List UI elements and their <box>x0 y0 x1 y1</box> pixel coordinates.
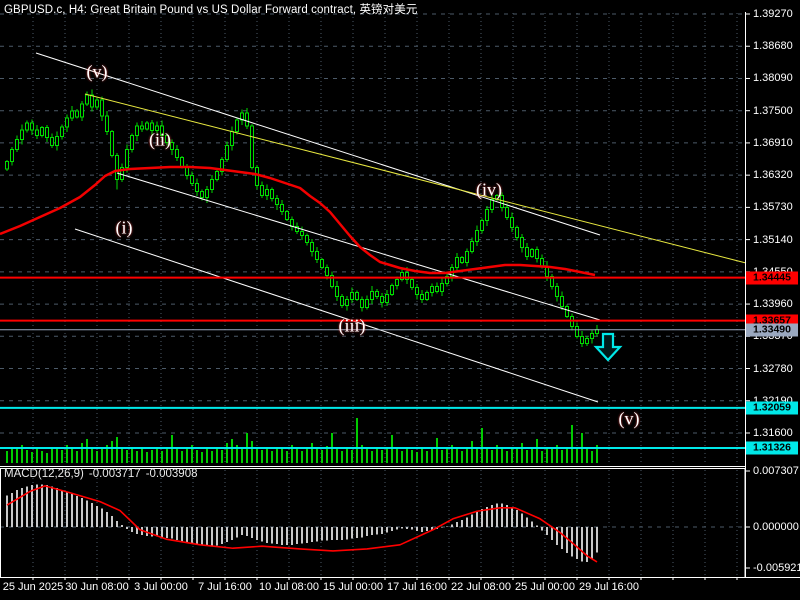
time-axis-label: 25 Jun 2025 <box>2 581 64 593</box>
price-axis-label: 1.37500 <box>753 104 793 117</box>
price-axis-label: 1.39270 <box>753 8 793 20</box>
chart-title: GBPUSD.c, H4: Great Britain Pound vs US … <box>4 4 418 16</box>
price-level-badge: 1.33490 <box>746 323 798 337</box>
wave-label: (v) <box>86 61 108 82</box>
time-axis-label: 3 Jul 00:00 <box>134 581 188 593</box>
macd-axis-label: 0.000000 <box>753 521 799 533</box>
price-axis-label: 1.35140 <box>753 233 793 246</box>
wave-label: (i) <box>115 217 133 238</box>
wave-label: (iv) <box>476 179 502 200</box>
wave-label: (ii) <box>149 129 171 150</box>
trendlines <box>35 52 747 403</box>
time-axis-label: 29 Jul 16:00 <box>579 581 639 593</box>
macd-name: MACD(12,26,9) <box>4 468 84 480</box>
time-axis-label: 15 Jul 00:00 <box>323 581 383 593</box>
price-axis-label: 1.35730 <box>753 201 793 214</box>
macd-value: -0.003717 <box>88 468 141 480</box>
price-level-badge: 1.34445 <box>746 271 798 285</box>
price-axis-label: 1.36320 <box>753 169 793 182</box>
volume-bars <box>6 418 598 463</box>
candlesticks <box>5 89 599 348</box>
pane-borders <box>0 12 800 578</box>
price-axis-label: 1.36910 <box>753 136 793 149</box>
price-axis-label: 1.31600 <box>753 426 793 439</box>
down-arrow-icon <box>593 332 623 362</box>
axis-ticks <box>32 13 750 580</box>
moving-average-line <box>0 165 596 277</box>
time-axis-label: 25 Jul 00:00 <box>515 581 575 593</box>
price-axis-label: 1.32780 <box>753 362 793 375</box>
time-axis-label: 22 Jul 08:00 <box>451 581 511 593</box>
price-level-badge: 1.31326 <box>746 441 798 455</box>
macd-indicator-label: MACD(12,26,9) -0.003717 -0.003908 <box>4 468 202 480</box>
grid-lines <box>0 13 745 576</box>
wave-label: (iii) <box>338 315 366 336</box>
price-level-badge: 1.32059 <box>746 401 798 415</box>
macd-axis-label: 0.007307 <box>753 465 799 477</box>
time-axis-label: 7 Jul 16:00 <box>198 581 252 593</box>
wave-label: (v) <box>618 408 640 429</box>
price-levels <box>0 276 745 449</box>
price-axis-label: 1.38090 <box>753 72 793 85</box>
time-axis-label: 17 Jul 16:00 <box>387 581 447 593</box>
time-axis-label: 10 Jul 08:00 <box>259 581 319 593</box>
time-axis-label: 30 Jun 08:00 <box>65 581 129 593</box>
macd-pane <box>6 484 598 563</box>
price-axis-label: 1.33960 <box>753 298 793 311</box>
price-axis-label: 1.38680 <box>753 40 793 53</box>
macd-axis-label: -0.005921 <box>753 562 800 574</box>
macd-signal-value: -0.003908 <box>145 468 198 480</box>
